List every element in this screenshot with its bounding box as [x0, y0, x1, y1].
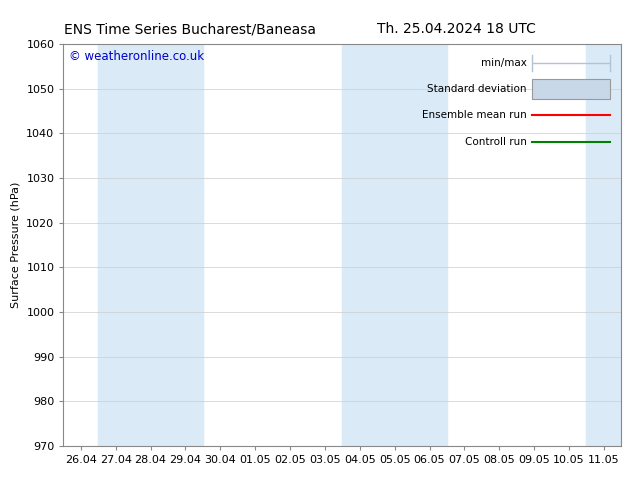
Text: min/max: min/max — [481, 58, 526, 68]
Title: ENS Time Series Bucharest/Baneasa    Th. 25.04.2024 18 UTC: ENS Time Series Bucharest/Baneasa Th. 25… — [0, 489, 1, 490]
Bar — [586, 44, 621, 446]
Text: Ensemble mean run: Ensemble mean run — [422, 110, 526, 121]
Text: Standard deviation: Standard deviation — [427, 84, 526, 94]
Text: Th. 25.04.2024 18 UTC: Th. 25.04.2024 18 UTC — [377, 22, 536, 36]
Y-axis label: Surface Pressure (hPa): Surface Pressure (hPa) — [11, 182, 21, 308]
Bar — [342, 44, 447, 446]
Text: Controll run: Controll run — [465, 137, 526, 147]
Text: ENS Time Series Bucharest/Baneasa: ENS Time Series Bucharest/Baneasa — [64, 22, 316, 36]
Bar — [532, 79, 610, 99]
Text: © weatheronline.co.uk: © weatheronline.co.uk — [69, 50, 204, 63]
Bar — [98, 44, 203, 446]
